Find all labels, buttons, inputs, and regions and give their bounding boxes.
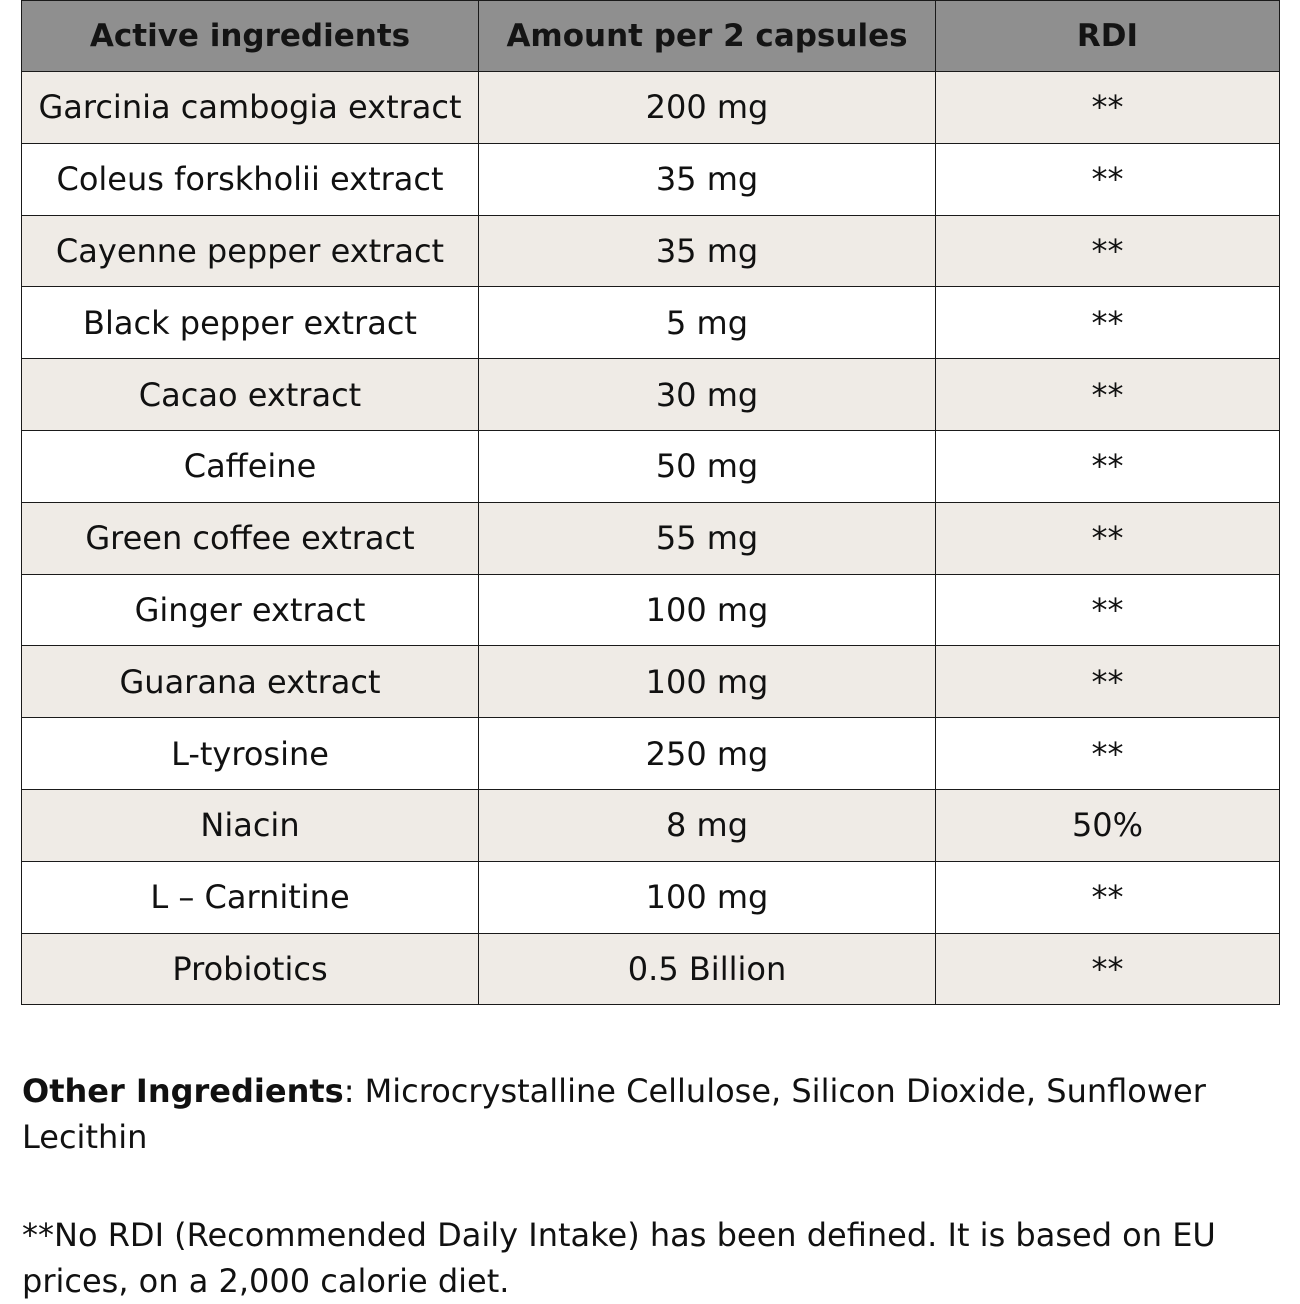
table-body: Garcinia cambogia extract 200 mg ** Coleus … bbox=[21, 71, 1280, 1006]
rdi-cell: ** bbox=[935, 573, 1280, 647]
rdi-cell: ** bbox=[935, 429, 1280, 503]
table-row: Ginger extract 100 mg ** bbox=[21, 573, 1280, 647]
ingredient-cell: Caffeine bbox=[21, 429, 479, 503]
rdi-cell: ** bbox=[935, 501, 1280, 575]
header-rdi: RDI bbox=[935, 0, 1280, 72]
rdi-cell: ** bbox=[935, 286, 1280, 360]
table-row: Black pepper extract 5 mg ** bbox=[21, 286, 1280, 360]
rdi-footnote: **No RDI (Recommended Daily Intake) has … bbox=[22, 1216, 1216, 1300]
amount-cell: 50 mg bbox=[478, 429, 936, 503]
ingredient-cell: L-tyrosine bbox=[21, 717, 479, 790]
ingredient-cell: Niacin bbox=[21, 788, 479, 862]
rdi-cell: ** bbox=[935, 71, 1280, 144]
table-row: L-tyrosine 250 mg ** bbox=[21, 717, 1280, 790]
amount-cell: 0.5 Billion bbox=[478, 932, 936, 1006]
ingredient-cell: Garcinia cambogia extract bbox=[21, 71, 479, 144]
table-row: Green coffee extract 55 mg ** bbox=[21, 501, 1280, 575]
amount-cell: 100 mg bbox=[478, 573, 936, 647]
amount-cell: 100 mg bbox=[478, 645, 936, 719]
table-row: Niacin 8 mg 50% bbox=[21, 788, 1280, 862]
rdi-cell: ** bbox=[935, 358, 1280, 431]
amount-cell: 30 mg bbox=[478, 358, 936, 431]
table-row: Cayenne pepper extract 35 mg ** bbox=[21, 214, 1280, 288]
rdi-cell: ** bbox=[935, 932, 1280, 1006]
header-active-ingredients: Active ingredients bbox=[21, 0, 479, 72]
table-row: Garcinia cambogia extract 200 mg ** bbox=[21, 71, 1280, 144]
table-header-row: Active ingredients Amount per 2 capsules… bbox=[21, 0, 1280, 72]
ingredient-cell: Cacao extract bbox=[21, 358, 479, 431]
table-row: Cacao extract 30 mg ** bbox=[21, 358, 1280, 431]
amount-cell: 8 mg bbox=[478, 788, 936, 862]
amount-cell: 35 mg bbox=[478, 142, 936, 216]
ingredient-cell: Coleus forskholii extract bbox=[21, 142, 479, 216]
table-row: Guarana extract 100 mg ** bbox=[21, 645, 1280, 719]
table-row: Coleus forskholii extract 35 mg ** bbox=[21, 142, 1280, 216]
table-row: Caffeine 50 mg ** bbox=[21, 429, 1280, 503]
rdi-cell: ** bbox=[935, 214, 1280, 288]
amount-cell: 100 mg bbox=[478, 860, 936, 934]
rdi-cell: 50% bbox=[935, 788, 1280, 862]
rdi-cell: ** bbox=[935, 717, 1280, 790]
rdi-cell: ** bbox=[935, 860, 1280, 934]
amount-cell: 5 mg bbox=[478, 286, 936, 360]
ingredient-cell: L – Carnitine bbox=[21, 860, 479, 934]
ingredient-cell: Black pepper extract bbox=[21, 286, 479, 360]
rdi-cell: ** bbox=[935, 645, 1280, 719]
amount-cell: 250 mg bbox=[478, 717, 936, 790]
amount-cell: 55 mg bbox=[478, 501, 936, 575]
amount-cell: 200 mg bbox=[478, 71, 936, 144]
table-row: L – Carnitine 100 mg ** bbox=[21, 860, 1280, 934]
supplement-facts-table: Active ingredients Amount per 2 capsules… bbox=[21, 0, 1280, 1006]
rdi-cell: ** bbox=[935, 142, 1280, 216]
header-amount: Amount per 2 capsules bbox=[478, 0, 936, 72]
other-ingredients-label: Other Ingredients bbox=[22, 1072, 344, 1110]
ingredient-cell: Cayenne pepper extract bbox=[21, 214, 479, 288]
table-row: Probiotics 0.5 Billion ** bbox=[21, 932, 1280, 1006]
ingredient-cell: Guarana extract bbox=[21, 645, 479, 719]
ingredient-cell: Probiotics bbox=[21, 932, 479, 1006]
other-ingredients-text: : Microcrystalline Cellulose, Silicon Di… bbox=[22, 1072, 1206, 1156]
ingredient-cell: Ginger extract bbox=[21, 573, 479, 647]
ingredient-cell: Green coffee extract bbox=[21, 501, 479, 575]
other-ingredients-note: Other Ingredients: Microcrystalline Cell… bbox=[22, 1068, 1262, 1160]
amount-cell: 35 mg bbox=[478, 214, 936, 288]
